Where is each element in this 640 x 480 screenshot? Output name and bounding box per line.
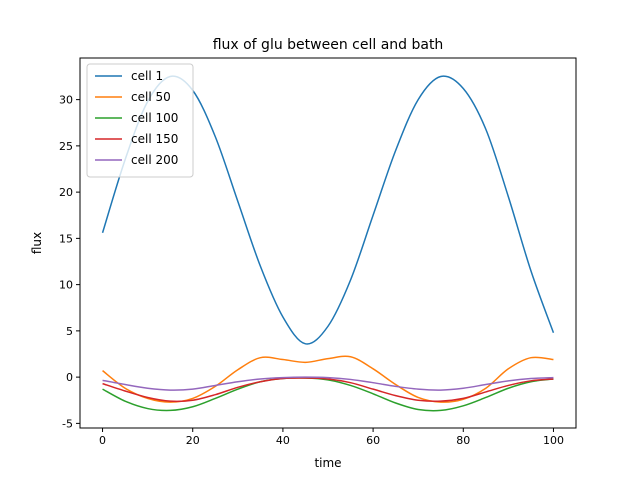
y-tick-label: 20 (59, 186, 73, 199)
legend-label: cell 200 (131, 153, 178, 167)
series-line-cell-150 (102, 377, 554, 403)
x-tick-label: 40 (276, 434, 290, 447)
legend-label: cell 100 (131, 111, 178, 125)
y-tick-label: 0 (66, 371, 73, 384)
y-axis-label: flux (30, 232, 44, 254)
legend-label: cell 50 (131, 90, 171, 104)
plot-area-frame (79, 57, 577, 429)
series-line-cell-100 (102, 377, 554, 412)
y-tick-label: 15 (59, 232, 73, 245)
y-tick-label: 5 (66, 325, 73, 338)
chart-title: flux of glu between cell and bath (213, 37, 444, 53)
x-tick-label: 80 (456, 434, 470, 447)
y-tick-label: 10 (59, 279, 73, 292)
x-tick-label: 100 (543, 434, 564, 447)
x-tick-label: 60 (366, 434, 380, 447)
y-tick-label: 25 (59, 140, 73, 153)
y-axis: -5 0 5 10 15 20 25 30 (59, 94, 80, 430)
x-axis: 0 20 40 60 80 100 (99, 428, 564, 447)
x-tick-label: 0 (99, 434, 106, 447)
y-tick-label: -5 (62, 417, 73, 430)
x-axis-label: time (314, 456, 341, 470)
legend-label: cell 1 (131, 69, 163, 83)
series-line-cell-200 (102, 376, 554, 391)
legend: cell 1 cell 50 cell 100 cell 150 cell 200 (86, 63, 194, 178)
y-tick-label: 30 (59, 94, 73, 107)
legend-label: cell 150 (131, 132, 178, 146)
legend-box (86, 63, 194, 178)
x-tick-label: 20 (186, 434, 200, 447)
